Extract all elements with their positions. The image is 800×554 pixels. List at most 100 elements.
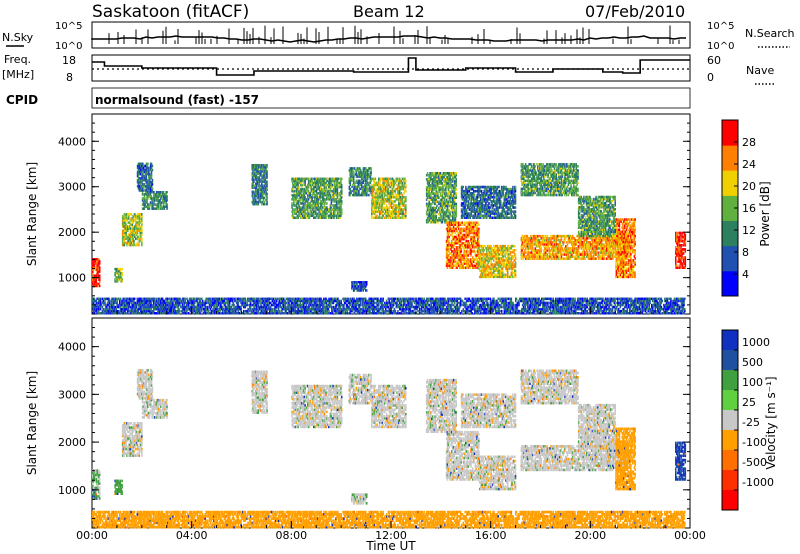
power-cell: [456, 203, 458, 206]
power-cell: [264, 197, 266, 200]
power-cell: [512, 245, 514, 248]
power-cell: [99, 285, 101, 288]
power-cell: [166, 195, 168, 198]
power-cell: [405, 204, 407, 207]
power-cell: [402, 182, 404, 185]
power-cell: [121, 268, 123, 271]
power-cell: [142, 163, 144, 166]
power-cell: [341, 184, 343, 187]
noise-panel: [92, 22, 690, 48]
power-cell: [483, 249, 485, 252]
power-cell: [318, 192, 320, 195]
power-cell: [515, 249, 517, 252]
power-cell: [326, 202, 328, 205]
power-cell: [376, 215, 378, 218]
power-cell: [150, 201, 152, 204]
power-cell: [366, 281, 368, 284]
power-cell: [375, 178, 377, 181]
freq-unit-label: [MHz]: [2, 68, 34, 81]
power-cell: [503, 272, 505, 275]
power-cell: [511, 208, 513, 211]
power-cell: [160, 191, 162, 194]
nsearch-label: N.Search: [745, 27, 795, 40]
power-cell: [448, 236, 450, 239]
power-cell: [298, 186, 300, 189]
power-cell: [259, 178, 261, 181]
power-cell: [500, 200, 502, 203]
power-cell: [266, 170, 268, 173]
power-cell: [514, 245, 516, 248]
power-cell: [498, 186, 500, 189]
power-cell: [427, 172, 429, 175]
power-cell: [438, 197, 440, 200]
power-cell: [440, 172, 442, 175]
power-cell: [152, 165, 154, 168]
power-cell: [389, 178, 391, 181]
power-cell: [472, 256, 474, 259]
power-cell: [400, 217, 402, 220]
power-cell: [405, 196, 407, 199]
power-cell: [450, 215, 452, 218]
power-cell: [515, 206, 517, 209]
noise-tick-high-right: 10^5: [707, 21, 734, 32]
nsearch-spikes: [109, 25, 679, 44]
power-cell: [436, 215, 438, 218]
power-cell: [166, 203, 168, 206]
freq-tick-low: 8: [66, 71, 73, 84]
power-cell: [341, 208, 343, 211]
power-cell: [266, 180, 268, 183]
power-cell: [121, 272, 123, 275]
cpid-text: normalsound (fast) -157: [95, 93, 259, 107]
power-cell: [131, 213, 133, 216]
power-cell: [352, 281, 354, 284]
power-cell: [99, 266, 101, 269]
power-cell: [462, 224, 464, 227]
power-cell: [387, 206, 389, 209]
power-cell: [478, 224, 480, 227]
freq-tick-high: 18: [62, 54, 76, 67]
power-cell: [99, 260, 101, 263]
power-cell: [266, 193, 268, 196]
power-cell: [369, 194, 371, 197]
power-cell: [433, 172, 435, 175]
power-cell: [141, 238, 143, 241]
power-cell: [405, 190, 407, 193]
power-cell: [456, 178, 458, 181]
power-cell: [291, 202, 293, 205]
power-cell: [341, 200, 343, 203]
power-cell: [350, 188, 352, 191]
power-cell: [473, 222, 475, 225]
power-cell: [147, 163, 149, 166]
power-cell: [494, 196, 496, 199]
power-cell: [475, 222, 477, 225]
power-cell: [133, 240, 135, 243]
power-cell: [128, 213, 130, 216]
power-cell: [351, 190, 353, 193]
station-title: Saskatoon (fitACF): [92, 2, 249, 22]
power-cell: [141, 213, 143, 216]
power-cell: [515, 210, 517, 213]
nave-tick-high: 60: [707, 54, 721, 67]
power-cell: [456, 172, 458, 175]
power-cell: [388, 188, 390, 191]
power-cell: [266, 164, 268, 167]
power-cell: [463, 186, 465, 189]
freq-label: Freq.: [4, 53, 31, 66]
noise-tick-low-right: 10^0: [707, 41, 734, 52]
nsky-label: N.Sky: [2, 31, 34, 44]
power-cell: [515, 261, 517, 264]
power-cell: [474, 194, 476, 197]
power-cell: [341, 178, 343, 181]
power-cell: [462, 254, 464, 257]
power-cell: [464, 222, 466, 225]
power-cell: [440, 186, 442, 189]
power-cell: [120, 268, 122, 271]
power-cell: [370, 167, 372, 170]
power-cell: [441, 215, 443, 218]
cpid-label: CPID: [6, 93, 38, 107]
power-cell: [152, 169, 154, 172]
power-cell: [152, 187, 154, 190]
power-cell: [449, 209, 451, 212]
power-cell: [380, 178, 382, 181]
power-cell: [456, 192, 458, 195]
